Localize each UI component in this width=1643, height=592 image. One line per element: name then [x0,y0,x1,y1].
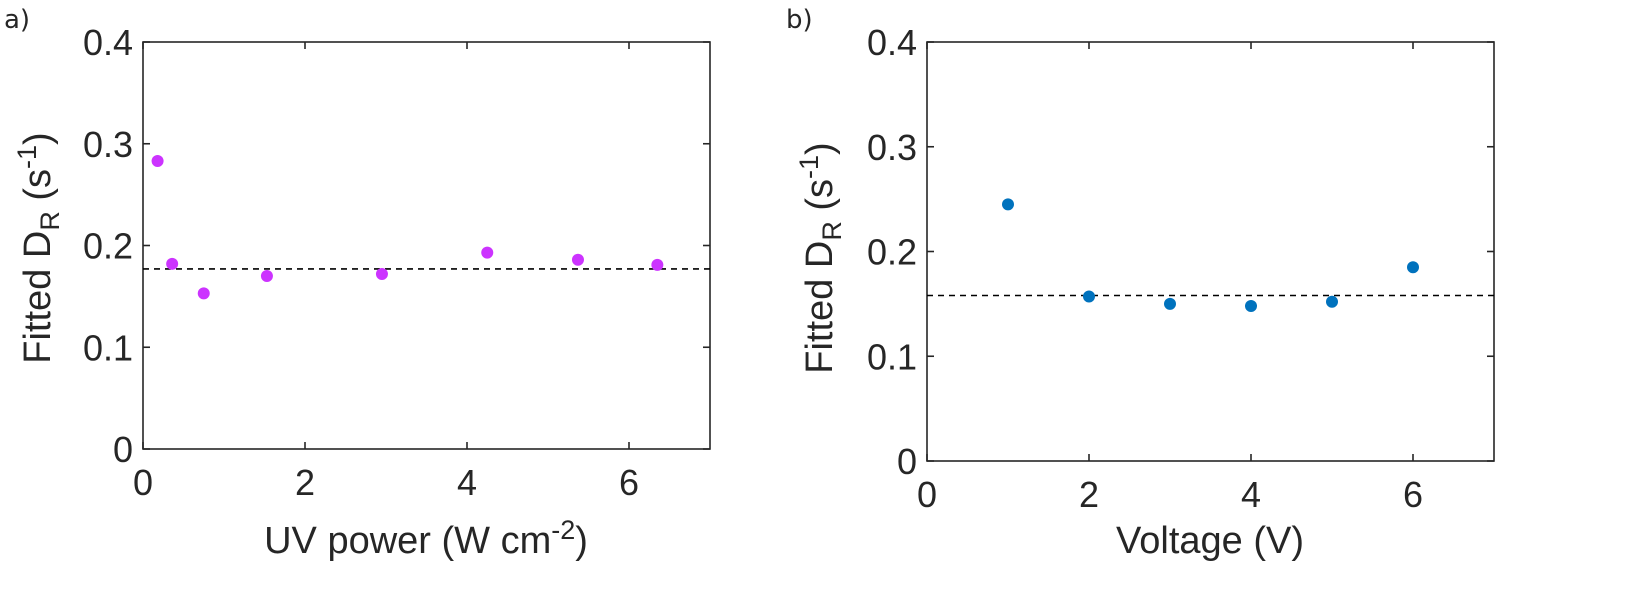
panel-b-x-tick-label: 2 [1079,474,1099,515]
panel-a-x-tick-label: 6 [619,462,639,503]
panel-a-data-point [151,155,164,168]
panel-b-data-point [1164,297,1176,310]
panel-a-data-point [571,253,584,266]
panel-b: b) Fitted DR (s-1) Voltage (V) 0 2 4 6 0 0.1 0… [786,5,1495,562]
panel-b-x-tick-label: 6 [1403,474,1423,515]
panel-a-y-axis-label: Fitted DR (s-1) [12,132,65,363]
panel-b-data-point [1002,198,1014,211]
panel-b-y-tick-label: 0 [897,441,917,482]
panel-a-data-point [651,258,664,271]
panel-a: a) Fitted DR (s-1) UV power (W cm-2) 0 2 4… [4,5,711,562]
panel-a-x-tick-label: 2 [295,462,315,503]
panel-a-y-tick-label: 0.4 [83,22,133,63]
panel-a-plot-frame [142,41,711,450]
panel-b-plot-frame [926,41,1495,462]
panel-a-x-axis-label: UV power (W cm-2) [264,515,588,562]
panel-a-y-tick-label: 0.2 [83,226,133,267]
panel-b-y-tick-label: 0.2 [867,232,917,273]
panel-b-data-point [1407,261,1419,274]
panel-b-label: b) [786,5,813,35]
panel-b-y-tick-label: 0.4 [867,22,917,63]
panel-a-y-tick-label: 0 [113,429,133,470]
panel-a-y-tick-label: 0.1 [83,327,133,368]
panel-b-x-axis-label: Voltage (V) [1116,520,1304,562]
panel-a-data-point [197,287,210,300]
panel-a-x-tick-label: 0 [133,462,153,503]
panel-b-data-point [1326,295,1338,308]
panel-b-y-tick-label: 0.1 [867,336,917,377]
panel-b-x-tick-label: 0 [917,474,937,515]
panel-b-x-tick-label: 4 [1241,474,1261,515]
panel-a-data-point [481,246,494,259]
panel-a-y-tick-label: 0.3 [83,124,133,165]
panel-b-data-point [1245,299,1257,312]
panel-a-label: a) [4,5,30,35]
panel-b-y-tick-label: 0.3 [867,127,917,168]
panel-a-x-tick-label: 4 [457,462,477,503]
panel-b-y-axis-label: Fitted DR (s-1) [794,142,847,373]
panel-a-data-point [260,270,273,283]
panel-a-data-point [166,257,179,270]
panel-a-data-point [375,267,388,280]
panel-b-data-point [1083,290,1095,303]
